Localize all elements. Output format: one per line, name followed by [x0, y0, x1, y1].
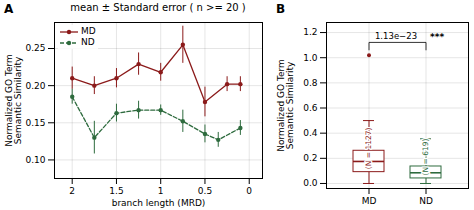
html-text:B: B: [276, 2, 286, 16]
svg-text:(N = 619): (N = 619): [421, 139, 430, 176]
html-text:MD: MD: [81, 26, 96, 36]
html-text:ND: ND: [81, 37, 95, 47]
svg-text:0.25: 0.25: [25, 43, 45, 53]
svg-text:0.10: 0.10: [25, 155, 45, 165]
svg-text:0.20: 0.20: [25, 81, 45, 91]
svg-text:2: 2: [69, 186, 75, 196]
svg-text:branch length (MRD): branch length (MRD): [112, 198, 206, 208]
svg-text:0.15: 0.15: [25, 118, 45, 128]
svg-text:MD: MD: [362, 196, 377, 206]
html-text:mean ± Standard error ( n >= 2: mean ± Standard error ( n >= 20 ): [70, 2, 246, 13]
svg-text:1.2: 1.2: [303, 27, 317, 37]
svg-text:1.5: 1.5: [109, 186, 123, 196]
svg-text:0.0: 0.0: [303, 178, 318, 188]
svg-text:1.0: 1.0: [303, 53, 318, 63]
svg-text:0.2: 0.2: [303, 153, 317, 163]
svg-text:0.4: 0.4: [303, 128, 318, 138]
svg-text:1.13e−23: 1.13e−23: [375, 31, 417, 41]
svg-text:(N = 1127): (N = 1127): [364, 127, 373, 169]
svg-text:Normalized GO TermSemantic Sim: Normalized GO TermSemantic Similarity: [276, 59, 295, 152]
svg-text:Normalized GO TermSemantic Sim: Normalized GO TermSemantic Similarity: [4, 54, 23, 147]
html-text:A: A: [4, 2, 14, 16]
svg-text:***: ***: [430, 32, 444, 42]
svg-text:0.6: 0.6: [303, 103, 318, 113]
svg-text:ND: ND: [419, 196, 433, 206]
svg-text:0.8: 0.8: [303, 78, 318, 88]
svg-text:0: 0: [246, 186, 252, 196]
svg-text:1: 1: [158, 186, 164, 196]
svg-text:0.5: 0.5: [198, 186, 212, 196]
